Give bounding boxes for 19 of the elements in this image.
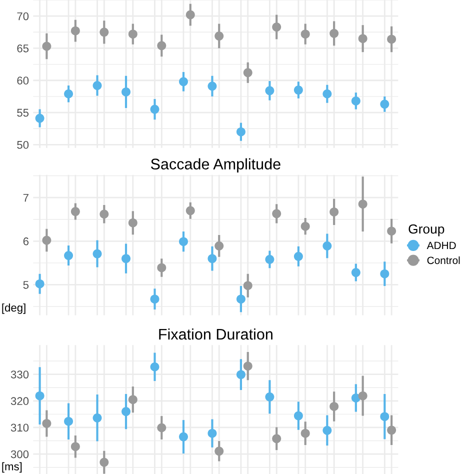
y-axis-title: [ms] — [2, 462, 22, 473]
y-tick-label: 55 — [17, 108, 29, 117]
legend-title: Group — [408, 224, 444, 236]
legend-label: Control — [427, 256, 460, 264]
y-axis-title: [deg] — [2, 303, 26, 314]
y-tick-label: 5 — [23, 281, 29, 289]
y-tick-label: 6 — [23, 237, 29, 246]
y-tick-label: 50 — [17, 140, 29, 149]
y-tick-label: 310 — [10, 424, 29, 432]
y-tick-label: 300 — [10, 450, 29, 458]
y-tick-label: 7 — [23, 194, 28, 202]
chart-title: Fixation Duration — [159, 328, 272, 340]
chart-title: Saccade Amplitude — [150, 158, 280, 173]
y-tick-label: 320 — [10, 397, 29, 406]
legend-label: ADHD — [426, 242, 456, 250]
y-tick-label: 70 — [17, 12, 29, 20]
y-tick-label: 330 — [10, 370, 29, 378]
y-tick-label: 65 — [17, 44, 29, 52]
y-tick-label: 60 — [17, 76, 29, 85]
